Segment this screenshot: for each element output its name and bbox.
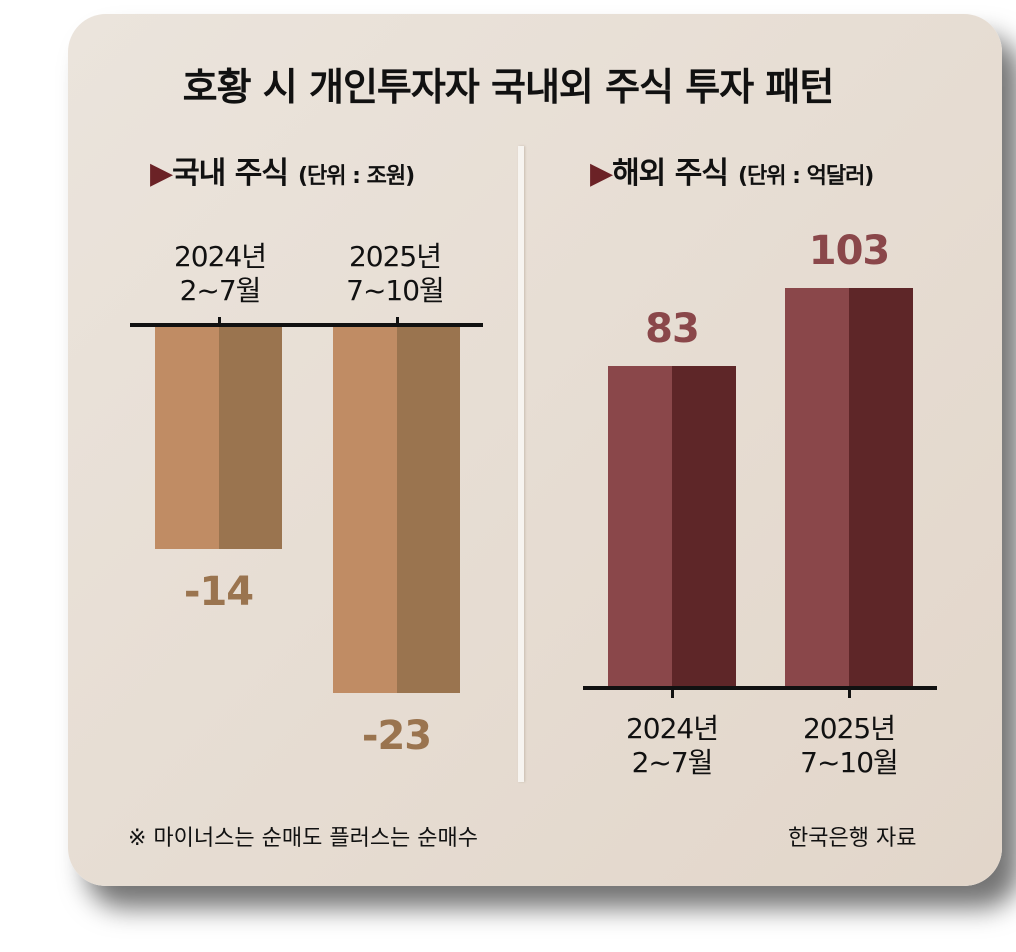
source-label: 한국은행 자료 [788, 826, 917, 851]
domestic-section-title: ▶국내 주식 (단위 : 조원) [150, 148, 415, 192]
value-label: -23 [361, 713, 432, 759]
footnote: ※ 마이너스는 순매도 플러스는 순매수 [128, 826, 479, 851]
panel-divider [518, 146, 524, 782]
bar-right-half [672, 365, 736, 688]
category-label: 2025년 7~10월 [800, 712, 899, 779]
value-label: 83 [645, 305, 700, 352]
value-label: 103 [808, 228, 891, 275]
triangle-icon: ▶ [150, 156, 173, 191]
foreign-title: 해외 주식 [612, 156, 729, 191]
category-label: 2024년 2~7월 [173, 240, 267, 307]
triangle-icon: ▶ [590, 156, 613, 191]
bar-right-half [219, 325, 282, 549]
bar-left-half [785, 288, 849, 688]
axis-tick [396, 317, 399, 327]
domestic-title: 국내 주식 [172, 156, 289, 191]
bar-left-half [608, 365, 672, 688]
domestic-unit: (단위 : 조원) [297, 164, 415, 189]
axis-tick [671, 688, 674, 698]
category-label: 2024년 2~7월 [625, 712, 719, 779]
bar-left-half [155, 325, 219, 549]
bar-right-half [849, 288, 913, 688]
axis-tick [218, 317, 221, 327]
bar-right-half [397, 325, 460, 693]
bar-left-half [333, 325, 397, 693]
axis-tick [848, 688, 851, 698]
foreign-section-title: ▶해외 주식 (단위 : 억달러) [590, 148, 874, 192]
category-label: 2025년 7~10월 [346, 240, 445, 307]
value-label: -14 [183, 569, 254, 615]
axis-line [583, 686, 937, 690]
axis-line [130, 323, 483, 327]
foreign-unit: (단위 : 억달러) [737, 164, 874, 189]
chart-title: 호황 시 개인투자자 국내외 주식 투자 패턴 [182, 65, 835, 109]
